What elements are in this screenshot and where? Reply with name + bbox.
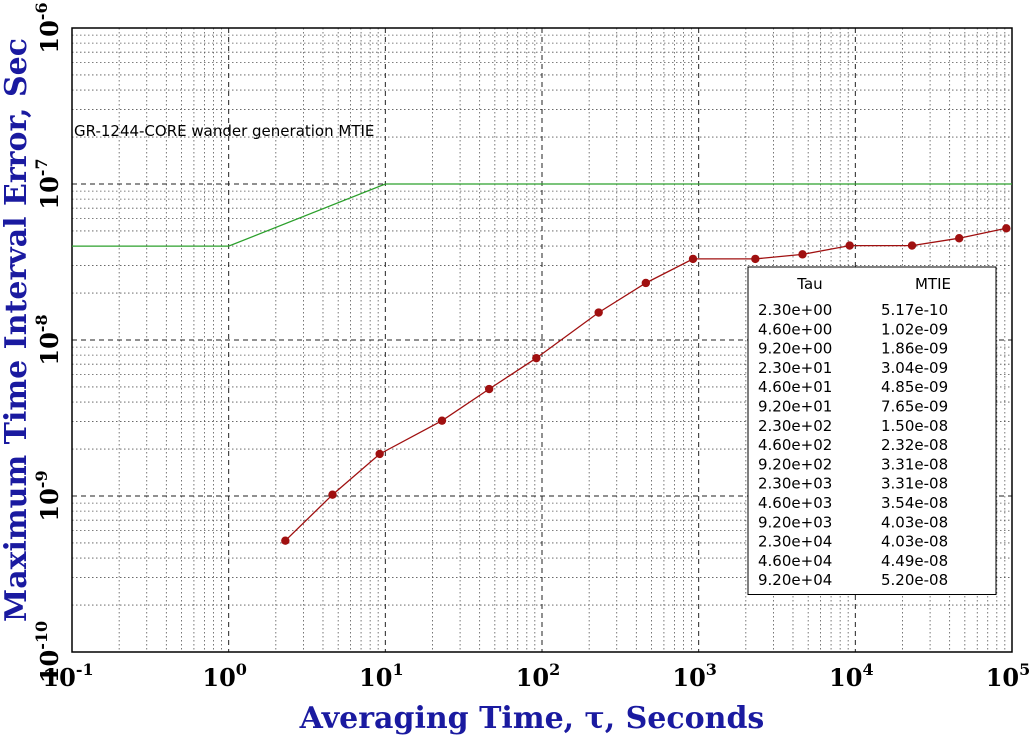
table-header-mtie: MTIE	[915, 275, 951, 293]
table-cell-tau: 4.60e+02	[758, 436, 832, 454]
x-tick-label: 100	[202, 660, 247, 692]
table-cell-mtie: 3.54e-08	[881, 494, 948, 512]
data-point	[688, 254, 698, 264]
table-cell-mtie: 4.49e-08	[881, 552, 948, 570]
x-tick-label: 102	[516, 660, 561, 692]
data-point	[594, 308, 603, 317]
data-point	[532, 353, 541, 363]
y-tick-label: 10-7	[32, 158, 64, 209]
x-tick-label: 103	[672, 660, 717, 692]
table-cell-tau: 4.60e+03	[758, 494, 832, 512]
table-cell-mtie: 4.03e-08	[881, 533, 948, 551]
data-point	[328, 490, 337, 499]
data-point	[1002, 224, 1011, 233]
table-cell-tau: 4.60e+04	[758, 552, 832, 570]
plot-frame	[71, 27, 1013, 653]
x-tick-label: 104	[829, 660, 874, 692]
data-point	[437, 416, 447, 425]
y-tick-label: 10-6	[32, 2, 64, 53]
x-axis-title: Averaging Time, τ, Seconds	[299, 701, 765, 736]
table-cell-tau: 4.60e+00	[758, 320, 832, 338]
table-cell-mtie: 3.04e-09	[881, 359, 948, 377]
table-cell-mtie: 1.50e-08	[881, 417, 948, 435]
mask-line	[72, 183, 1012, 247]
table-cell-mtie: 5.17e-10	[881, 301, 948, 319]
series-layer	[72, 183, 1012, 545]
data-point	[954, 234, 964, 243]
table-cell-mtie: 1.02e-09	[881, 320, 948, 338]
y-tick-label: 10-10	[32, 621, 64, 683]
data-point	[845, 241, 854, 250]
table-cell-mtie: 1.86e-09	[881, 340, 948, 358]
table-cell-tau: 2.30e+03	[758, 475, 832, 493]
table-cell-tau: 2.30e+04	[758, 533, 832, 551]
mtie-table-box	[747, 266, 997, 595]
data-point	[751, 254, 760, 264]
table-cell-mtie: 4.85e-09	[881, 378, 948, 396]
table-cell-mtie: 3.31e-08	[881, 455, 948, 473]
table-cell-mtie: 4.03e-08	[881, 513, 948, 531]
data-point	[484, 384, 494, 394]
table-cell-tau: 2.30e+01	[758, 359, 832, 377]
table-cell-mtie: 3.31e-08	[881, 475, 948, 493]
table-cell-tau: 9.20e+04	[758, 571, 832, 589]
y-tick-label: 10-9	[32, 470, 64, 521]
table-cell-tau: 9.20e+02	[758, 455, 832, 473]
table-cell-tau: 4.60e+01	[758, 378, 832, 396]
data-point	[641, 278, 651, 288]
x-tick-label: 10-1	[42, 660, 93, 692]
mask-annotation: GR-1244-CORE wander generation MTIE	[74, 122, 374, 140]
table-cell-tau: 2.30e+02	[758, 417, 832, 435]
table-cell-tau: 9.20e+01	[758, 398, 832, 416]
data-point	[281, 536, 290, 545]
data-point	[907, 241, 917, 250]
table-cell-mtie: 2.32e-08	[881, 436, 948, 454]
table-cell-tau: 9.20e+03	[758, 513, 832, 531]
table-cell-mtie: 7.65e-09	[881, 398, 948, 416]
table-cell-tau: 9.20e+00	[758, 340, 832, 358]
table-rows: 2.30e+00 5.17e-10 4.60e+00 1.02e-09 9.20e+00…	[758, 301, 948, 589]
x-tick-label: 105	[986, 660, 1031, 692]
y-tick-label: 10-8	[32, 314, 64, 365]
data-point	[798, 250, 807, 259]
table-cell-tau: 2.30e+00	[758, 301, 832, 319]
table-cell-mtie: 5.20e-08	[881, 571, 948, 589]
x-tick-labels: 10-1 100 101 102 103 104 105	[42, 660, 1030, 692]
mtie-table: Tau MTIE 2.30e+00 5.17e-10 4.60e+00 1.02e-0…	[747, 266, 997, 595]
y-axis-title: Maximum Time Interval Error, Sec	[0, 38, 34, 622]
x-tick-label: 101	[359, 660, 404, 692]
y-tick-labels: 10-10 10-9 10-8 10-7 10-6	[32, 2, 64, 683]
table-header-tau: Tau	[796, 275, 822, 293]
data-point	[375, 449, 384, 459]
